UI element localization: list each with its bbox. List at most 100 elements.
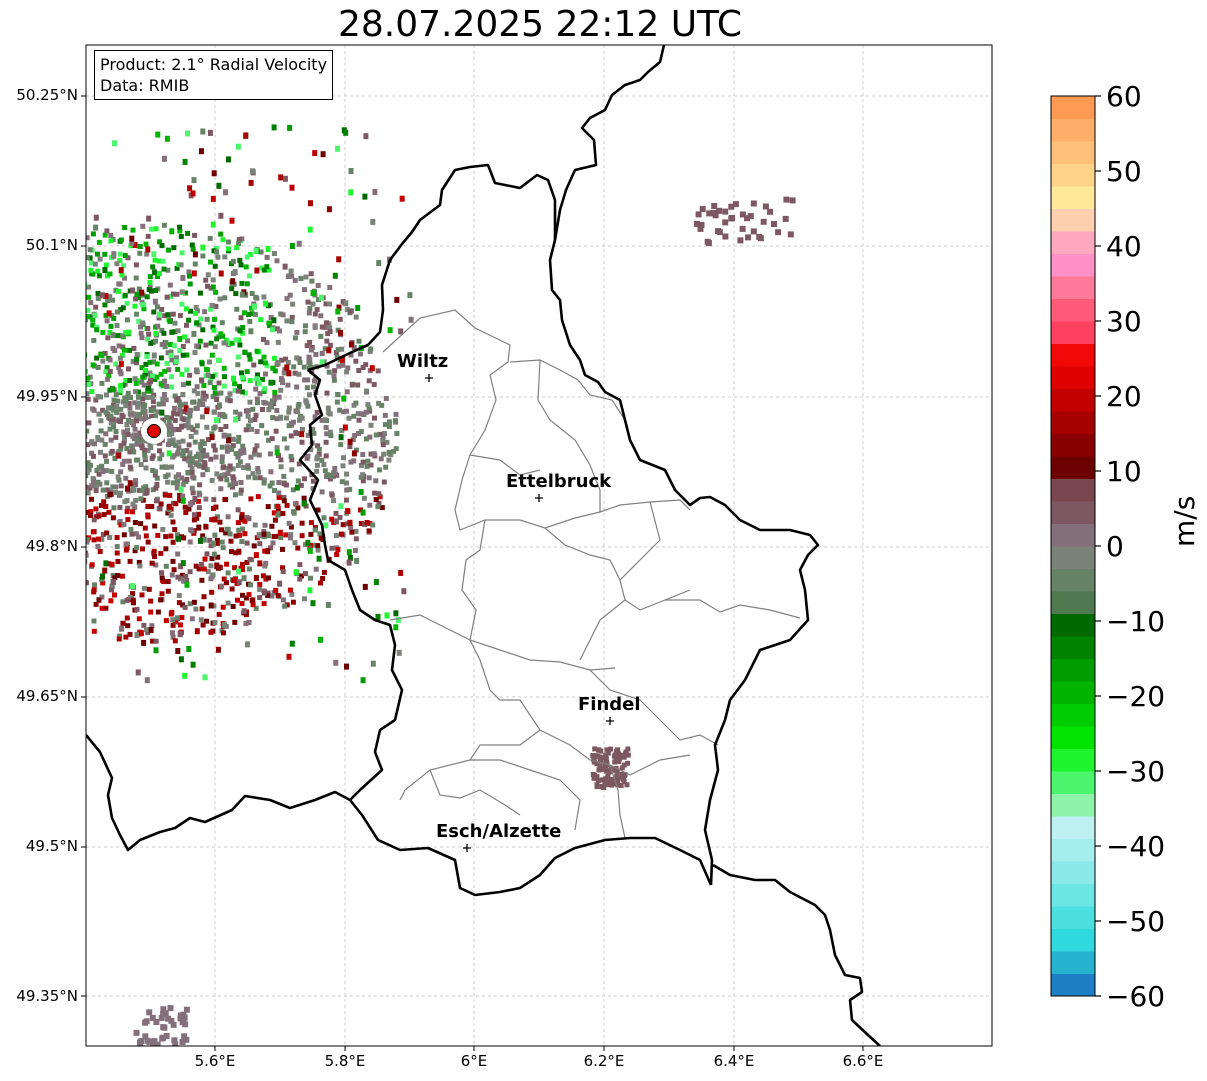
echo-pixel [70, 518, 75, 523]
echo-pixel [105, 405, 111, 411]
echo-pixel [227, 467, 233, 473]
echo-pixel [235, 463, 241, 468]
colorbar-segment [1051, 838, 1095, 862]
echo-pixel [344, 389, 350, 395]
echo-pixel [295, 505, 301, 511]
echo-pixel [0, 476, 3, 481]
echo-pixel [174, 411, 180, 417]
echo-pixel [34, 321, 39, 326]
echo-pixel [201, 390, 207, 396]
echo-pixel [156, 440, 162, 446]
echo-pixel [95, 479, 101, 485]
echo-pixel [5, 499, 10, 504]
echo-pixel [88, 513, 93, 518]
echo-pixel [312, 323, 318, 330]
echo-pixel [289, 457, 295, 463]
echo-pixel [91, 618, 97, 624]
echo-pixel [40, 429, 45, 434]
echo-pixel [136, 394, 141, 400]
echo-pixel [281, 481, 287, 487]
echo-pixel [125, 255, 131, 261]
echo-pixel [166, 442, 171, 448]
echo-pixel [177, 313, 183, 319]
echo-pixel [161, 330, 167, 336]
echo-pixel [360, 472, 366, 478]
echo-pixel [318, 636, 323, 643]
echo-pixel [48, 261, 53, 266]
echo-pixel [116, 418, 122, 424]
echo-pixel [75, 449, 80, 454]
echo-pixel [3, 380, 8, 385]
echo-pixel [302, 329, 308, 335]
echo-pixel [205, 372, 211, 378]
echo-pixel [37, 472, 42, 477]
echo-pixel [179, 301, 185, 307]
echo-pixel [103, 605, 109, 611]
echo-pixel [60, 514, 65, 519]
echo-pixel [111, 251, 117, 257]
echo-pixel [86, 314, 91, 320]
echo-pixel [89, 450, 95, 456]
echo-pixel [289, 243, 295, 249]
echo-pixel [15, 312, 20, 317]
echo-pixel [118, 490, 123, 496]
echo-pixel [393, 446, 399, 452]
echo-pixel [209, 589, 215, 595]
echo-pixel [149, 560, 155, 566]
echo-pixel [197, 398, 203, 404]
echo-pixel [187, 412, 193, 419]
echo-pixel [152, 298, 158, 305]
echo-pixel [176, 535, 182, 542]
echo-pixel [119, 272, 125, 278]
echo-pixel [240, 592, 245, 598]
echo-pixel [261, 531, 267, 537]
echo-pixel [51, 406, 56, 411]
echo-pixel [299, 573, 304, 579]
echo-pixel [191, 388, 197, 394]
echo-pixel [291, 509, 297, 516]
echo-pixel [204, 467, 210, 473]
echo-pixel [123, 403, 129, 409]
echo-pixel [138, 324, 144, 330]
echo-pixel [281, 495, 287, 500]
echo-pixel [705, 240, 712, 247]
echo-pixel [3, 463, 8, 468]
echo-pixel [90, 231, 96, 237]
colorbar-segment [1051, 793, 1095, 817]
echo-pixel [144, 1037, 151, 1044]
echo-pixel [378, 456, 384, 462]
echo-pixel [91, 628, 97, 634]
echo-pixel [230, 604, 236, 609]
echo-pixel [180, 274, 186, 281]
echo-pixel [142, 525, 148, 531]
echo-pixel [257, 560, 263, 567]
echo-pixel [186, 458, 192, 464]
echo-pixel [745, 234, 751, 241]
echo-pixel [122, 347, 127, 353]
echo-pixel [64, 409, 69, 414]
echo-pixel [194, 367, 200, 374]
echo-pixel [92, 441, 97, 447]
echo-pixel [164, 383, 170, 389]
echo-pixel [286, 370, 292, 377]
echo-pixel [239, 539, 245, 544]
echo-pixel [166, 419, 172, 425]
echo-pixel [170, 311, 176, 317]
echo-pixel [180, 497, 186, 504]
echo-pixel [307, 306, 313, 311]
echo-pixel [123, 547, 129, 553]
city-label-wiltz: Wiltz [397, 351, 449, 372]
echo-pixel [214, 336, 220, 342]
echo-pixel [109, 313, 115, 319]
echo-pixel [233, 533, 239, 539]
echo-pixel [625, 760, 631, 766]
echo-pixel [36, 602, 41, 607]
echo-pixel [114, 409, 120, 415]
echo-pixel [386, 419, 392, 425]
echo-pixel [149, 1014, 156, 1021]
echo-pixel [127, 405, 133, 411]
echo-pixel [193, 304, 199, 310]
echo-pixel [192, 350, 198, 355]
colorbar-segment [1051, 703, 1095, 727]
echo-pixel [182, 604, 188, 610]
